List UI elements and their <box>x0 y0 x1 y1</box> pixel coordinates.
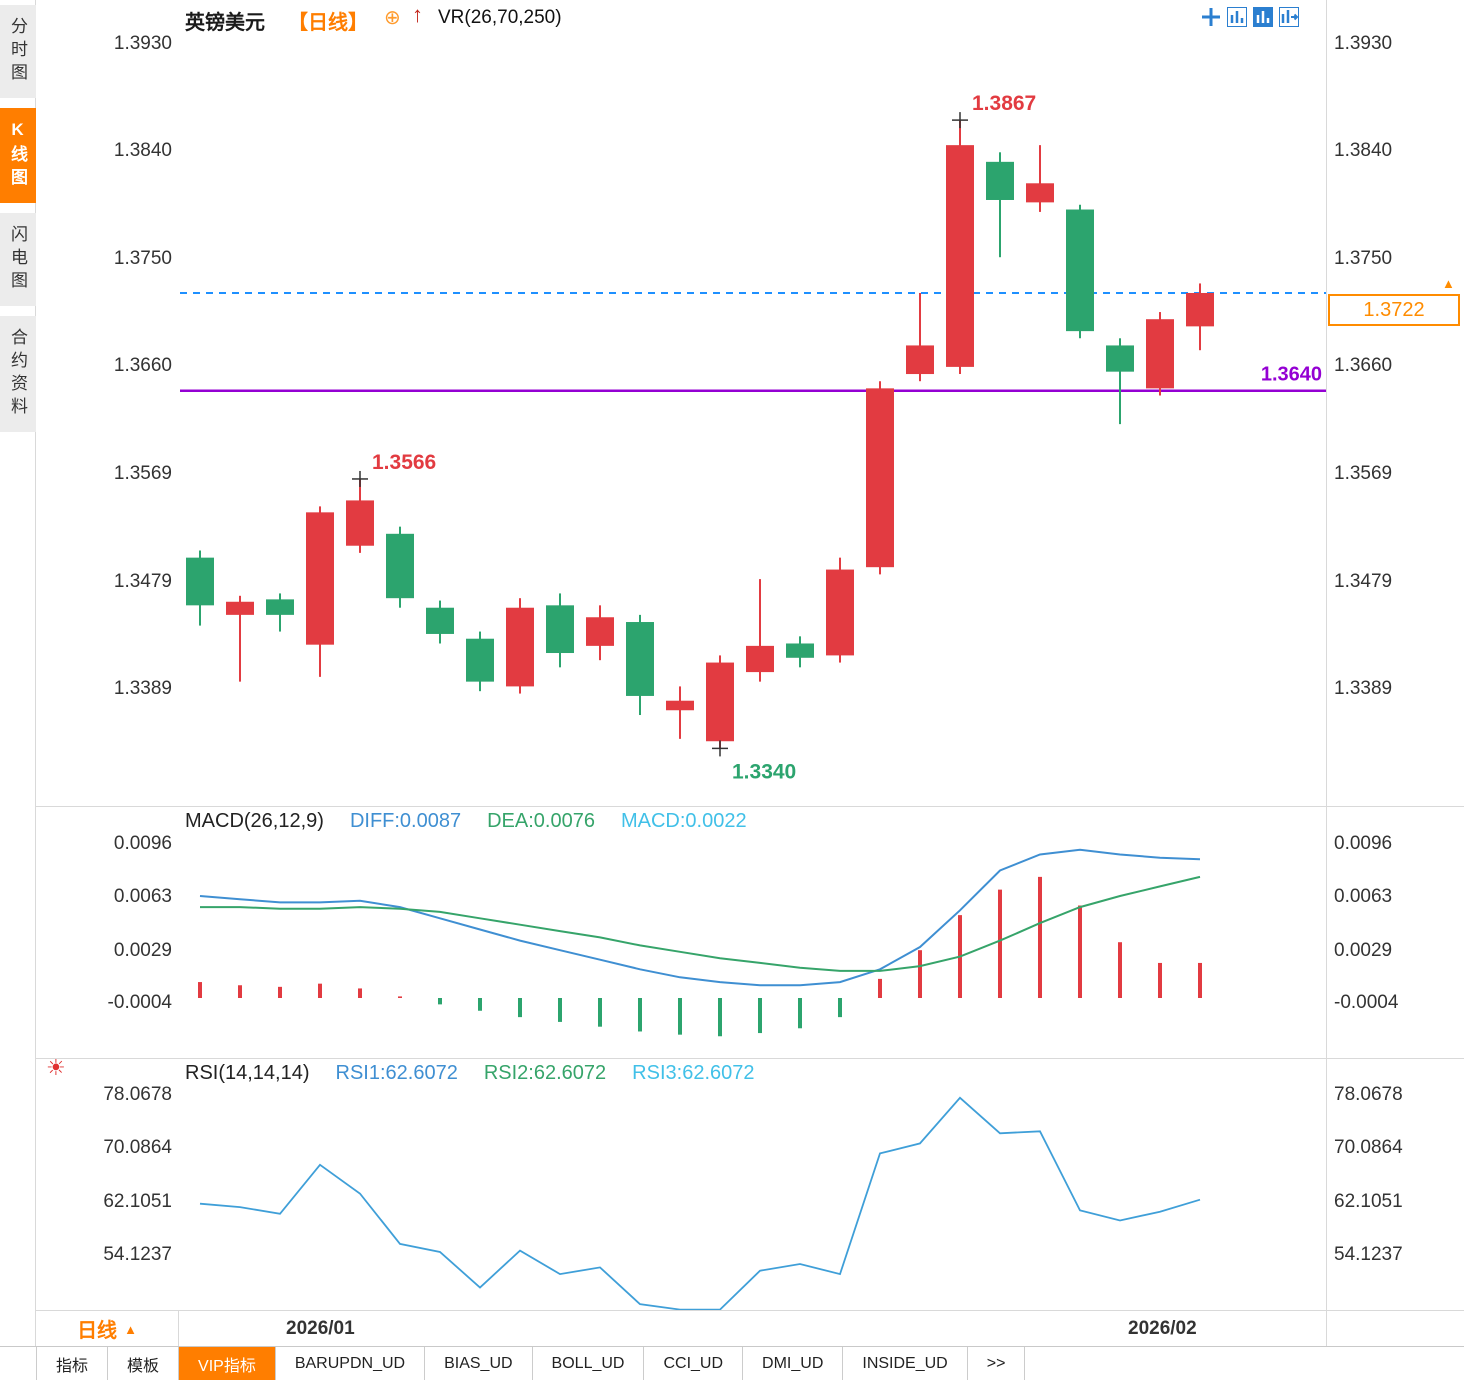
crosshair-icon[interactable] <box>1200 6 1222 28</box>
bottom-tab-7[interactable]: DMI_UD <box>743 1347 844 1380</box>
rsi-chart[interactable] <box>180 1088 1326 1310</box>
axis-box-border <box>178 1310 179 1346</box>
left-sidebar: 分时图 K线图闪电图合约资料 <box>0 0 36 1346</box>
axis-tick-label: 0.0063 <box>113 885 172 907</box>
tabbar-divider <box>0 1346 1464 1347</box>
bottom-tabbar: 指标 模板 VIP指标 BARUPDN_UD BIAS_UD BOLL_UD CCI_UD D… <box>0 1347 1464 1380</box>
bottom-tab-3[interactable]: BARUPDN_UD <box>276 1347 426 1380</box>
axis-tick-label: -0.0004 <box>107 992 172 1014</box>
candles <box>186 120 1214 749</box>
svg-text:1.3340: 1.3340 <box>732 760 796 783</box>
sidebar-item-0[interactable]: 分时图 <box>0 5 36 98</box>
overlay-indicator-label: VR(26,70,250) <box>438 7 562 28</box>
bottom-tab-1[interactable]: 模板 <box>108 1347 180 1380</box>
axis-tick-label: 1.3389 <box>113 677 172 699</box>
axis-tick-label: 0.0063 <box>1334 885 1393 907</box>
axis-tick-label: 78.0678 <box>1334 1084 1403 1105</box>
axis-tick-label: 1.3479 <box>1334 570 1393 592</box>
axis-tick-label: 1.3660 <box>1334 354 1393 376</box>
sidebar-item-3[interactable]: 合约资料 <box>0 316 36 432</box>
support-line-label: 1.3640 <box>1261 364 1322 386</box>
axis-tick-label: 0.0029 <box>1334 939 1393 961</box>
macd-histogram <box>198 876 1202 1037</box>
price-candlestick-chart[interactable]: 1.3640 1.3867 1.3566 1.3340 <box>180 30 1326 806</box>
bottom-tab-0[interactable]: 指标 <box>37 1347 109 1380</box>
macd-title: MACD(26,12,9) <box>185 810 324 832</box>
sidebar-item-1[interactable]: K线图 <box>0 108 36 203</box>
macd-dea-value: DEA:0.0076 <box>487 810 595 832</box>
axis-tick-label: 1.3660 <box>113 354 172 376</box>
rsi2-value: RSI2:62.6072 <box>483 1062 607 1084</box>
axis-tick-label: 1.3840 <box>1334 140 1393 162</box>
axis-tick-label: 0.0096 <box>113 832 172 854</box>
axis-tick-label: 1.3930 <box>113 33 172 54</box>
red-up-arrow-icon <box>412 2 423 28</box>
dea-line <box>200 875 1201 972</box>
diff-line <box>199 848 1201 987</box>
axis-tick-label: 1.3750 <box>1334 247 1393 269</box>
rsi3-value: RSI3:62.6072 <box>632 1062 755 1084</box>
period-tag[interactable]: 【日线】 <box>288 12 368 34</box>
macd-legend: MACD(26,12,9) DIFF:0.0087 DEA:0.0076 MAC… <box>185 810 747 833</box>
axis-tick-label: 1.3569 <box>1334 463 1393 485</box>
last-price-badge: 1.3722 <box>1328 294 1460 326</box>
bottom-tab-2[interactable]: VIP指标 <box>179 1347 276 1380</box>
rsi-legend: RSI(14,14,14) RSI1:62.6072 RSI2:62.6072 … <box>185 1062 755 1085</box>
period-selector[interactable]: 日线 <box>36 1311 178 1345</box>
rsi-line <box>199 1096 1201 1310</box>
axis-tick-label: 62.1051 <box>1334 1190 1403 1212</box>
bar-chart-icon[interactable] <box>1226 6 1248 28</box>
chart-toolbar <box>1200 6 1300 28</box>
axis-tick-label: 0.0029 <box>113 939 172 961</box>
bottom-tab-5[interactable]: BOLL_UD <box>533 1347 645 1380</box>
axis-tick-label: 1.3389 <box>1334 677 1393 699</box>
bottom-tab-4[interactable]: BIAS_UD <box>425 1347 533 1380</box>
plot-right-border <box>1326 0 1327 1346</box>
x-axis-date: 2026/01 <box>286 1318 355 1339</box>
symbol-title: 英镑美元 <box>185 12 265 34</box>
macd-chart[interactable] <box>180 838 1326 1056</box>
axis-tick-label: 54.1237 <box>103 1244 172 1266</box>
panel-divider <box>36 1310 1464 1311</box>
panel-divider <box>36 806 1464 807</box>
axis-tick-label: 70.0864 <box>103 1137 172 1159</box>
bar-chart-filled-icon[interactable] <box>1252 6 1274 28</box>
rsi-title: RSI(14,14,14) <box>185 1062 310 1084</box>
add-indicator-icon[interactable] <box>384 5 401 30</box>
panel-divider <box>36 1058 1464 1059</box>
macd-diff-value: DIFF:0.0087 <box>349 810 462 832</box>
axis-tick-label: 1.3479 <box>113 570 172 592</box>
price-annotation: 1.3566 <box>352 451 436 487</box>
price-up-arrow-icon <box>1442 276 1455 291</box>
axis-tick-label: 1.3840 <box>113 140 172 162</box>
bar-chart-next-icon[interactable] <box>1278 6 1300 28</box>
axis-tick-label: 0.0096 <box>1334 832 1393 854</box>
axis-tick-label: 1.3930 <box>1334 33 1393 54</box>
axis-tick-label: 62.1051 <box>103 1190 172 1212</box>
bottom-tab-8[interactable]: INSIDE_UD <box>843 1347 968 1380</box>
axis-tick-label: 54.1237 <box>1334 1244 1403 1266</box>
axis-tick-label: 70.0864 <box>1334 1137 1403 1159</box>
axis-tick-label: 1.3750 <box>113 247 172 269</box>
price-annotation: 1.3340 <box>712 740 796 783</box>
sidebar-item-2[interactable]: 闪电图 <box>0 213 36 306</box>
bottom-tab-6[interactable]: CCI_UD <box>644 1347 744 1380</box>
triangle-up-icon <box>124 1317 137 1340</box>
rsi1-value: RSI1:62.6072 <box>335 1062 458 1084</box>
macd-macd-value: MACD:0.0022 <box>620 810 747 832</box>
axis-tick-label: 1.3569 <box>113 463 172 485</box>
tabbar-spacer <box>0 1347 37 1380</box>
period-label: 日线 <box>77 1319 118 1342</box>
svg-text:1.3867: 1.3867 <box>972 92 1036 115</box>
bottom-tab-9[interactable]: >> <box>968 1347 1026 1380</box>
svg-text:1.3566: 1.3566 <box>372 451 436 474</box>
axis-tick-label: 78.0678 <box>103 1084 172 1105</box>
axis-tick-label: -0.0004 <box>1334 992 1399 1014</box>
x-axis-date: 2026/02 <box>1128 1318 1197 1339</box>
price-annotation: 1.3867 <box>952 92 1036 129</box>
